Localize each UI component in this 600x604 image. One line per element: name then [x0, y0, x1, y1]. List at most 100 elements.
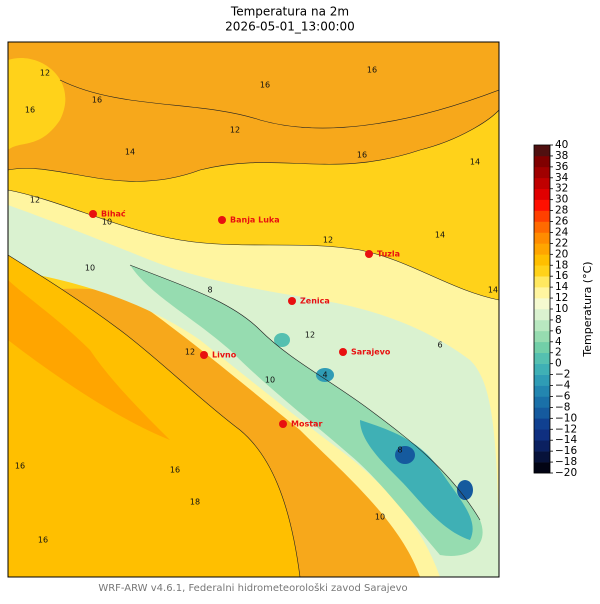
colorbar-tick-label: −18	[555, 456, 577, 468]
colorbar-tick-label: 0	[555, 358, 562, 370]
coastal-zone	[8, 255, 300, 577]
contour-label: 10	[85, 264, 95, 273]
colorbar-segment	[534, 374, 550, 386]
cold-spot	[457, 480, 473, 500]
colorbar-tick-label: 32	[555, 183, 568, 195]
colorbar-tick-label: 24	[555, 226, 569, 238]
colorbar-segment	[534, 396, 550, 408]
contour-label: 16	[170, 466, 180, 475]
colorbar-tick-label: 6	[555, 325, 562, 337]
contour-label: 16	[38, 536, 48, 545]
colorbar-tick-label: 2	[555, 347, 562, 359]
city-label: Tuzla	[377, 250, 400, 259]
colorbar-tick-label: 38	[555, 150, 568, 162]
colorbar-tick-label: −2	[555, 369, 570, 381]
colorbar-segment	[534, 155, 550, 168]
contour-label: 14	[435, 231, 445, 240]
colorbar-segment	[534, 363, 550, 375]
colorbar-segment	[534, 287, 550, 299]
cold-spot	[274, 333, 290, 347]
city-marker	[218, 216, 226, 224]
contour-label: 16	[260, 81, 270, 90]
colorbar-segment	[534, 429, 550, 441]
colorbar-tick-label: 22	[555, 237, 568, 249]
colorbar-segment	[534, 440, 550, 452]
city-marker	[279, 420, 287, 428]
cold-spot	[316, 368, 334, 382]
temperature-field	[8, 42, 499, 577]
colorbar: −20−18−16−14−12−10−8−6−4−202468101214161…	[533, 139, 577, 479]
colorbar-label: Temperatura (°C)	[581, 261, 594, 357]
city-marker	[339, 348, 347, 356]
colorbar-tick-label: 20	[555, 248, 568, 260]
colorbar-segment	[534, 166, 550, 179]
cold-zone	[360, 420, 473, 540]
colorbar-tick-label: −16	[555, 445, 577, 457]
contour-label: 16	[367, 66, 377, 75]
cold-zone	[130, 265, 483, 556]
map-frame	[7, 41, 500, 578]
colorbar-segment	[534, 298, 550, 310]
contour-label: 8	[397, 446, 402, 455]
colorbar-tick-label: 10	[555, 303, 568, 315]
city-marker	[200, 351, 208, 359]
map-labels: 12 16 16 12 14 16 16 16 14 12 10 12 14 10 8 12 10 4 12 16 18…	[15, 66, 498, 545]
colorbar-segment	[534, 319, 550, 332]
colorbar-segment	[534, 385, 550, 397]
city-marker	[89, 210, 97, 218]
colorbar-segment	[534, 330, 550, 343]
contour-label: 16	[15, 462, 25, 471]
colorbar-tick-label: 8	[555, 314, 562, 326]
colorbar-tick-label: 18	[555, 259, 568, 271]
city-marker	[365, 250, 373, 258]
contour-label: 16	[357, 151, 367, 160]
colorbar-tick-label: 26	[555, 216, 569, 228]
contour-label: 6	[437, 341, 442, 350]
cold-spot	[395, 446, 415, 464]
colorbar-tick-label: −12	[555, 423, 577, 435]
colorbar-segment	[534, 210, 550, 222]
colorbar-segment	[534, 352, 550, 364]
colorbar-tick-label: −8	[555, 401, 570, 413]
colorbar-segment	[534, 232, 550, 244]
colorbar-tick-label: 28	[555, 205, 568, 217]
colorbar-segment	[534, 462, 550, 474]
contour-label: 12	[30, 196, 40, 205]
city-label: Mostar	[291, 420, 322, 429]
city-label: Bihać	[101, 209, 126, 219]
colorbar-segment	[534, 199, 550, 211]
title: Temperatura na 2m	[230, 5, 349, 19]
colorbar-tick-label: 12	[555, 292, 568, 304]
colorbar-tick-label: −10	[555, 412, 577, 424]
city-label: Zenica	[300, 297, 330, 306]
contour-label: 16	[25, 106, 35, 115]
contour-label: 10	[265, 376, 275, 385]
colorbar-segment	[534, 418, 550, 430]
colorbar-segment	[534, 188, 550, 200]
contour-label: 12	[185, 348, 195, 357]
contour-label: 12	[305, 331, 315, 340]
colorbar-tick-label: −6	[555, 390, 571, 402]
colorbar-tick-label: −20	[555, 467, 577, 479]
colorbar-tick-label: 40	[555, 139, 568, 151]
subtitle: 2026-05-01_13:00:00	[225, 20, 355, 34]
city-label: Sarajevo	[351, 348, 391, 357]
contour-label: 8	[207, 286, 212, 295]
city-label: Banja Luka	[230, 216, 280, 225]
colorbar-segment	[534, 145, 550, 157]
colorbar-tick-label: 14	[555, 281, 569, 293]
city-label: Livno	[212, 351, 237, 360]
contour-label: 10	[375, 513, 385, 522]
colorbar-tick-label: −14	[555, 434, 577, 446]
colorbar-segment	[534, 451, 550, 463]
cool-zone	[8, 205, 499, 577]
colorbar-segment	[534, 221, 550, 233]
colorbar-segment	[534, 177, 550, 190]
colorbar-segment	[534, 407, 550, 419]
contour-label: 4	[322, 371, 327, 380]
colorbar-tick-label: 16	[555, 270, 569, 282]
contour-label: 12	[323, 236, 333, 245]
city-marker	[288, 297, 296, 305]
contour-label: 16	[92, 96, 102, 105]
